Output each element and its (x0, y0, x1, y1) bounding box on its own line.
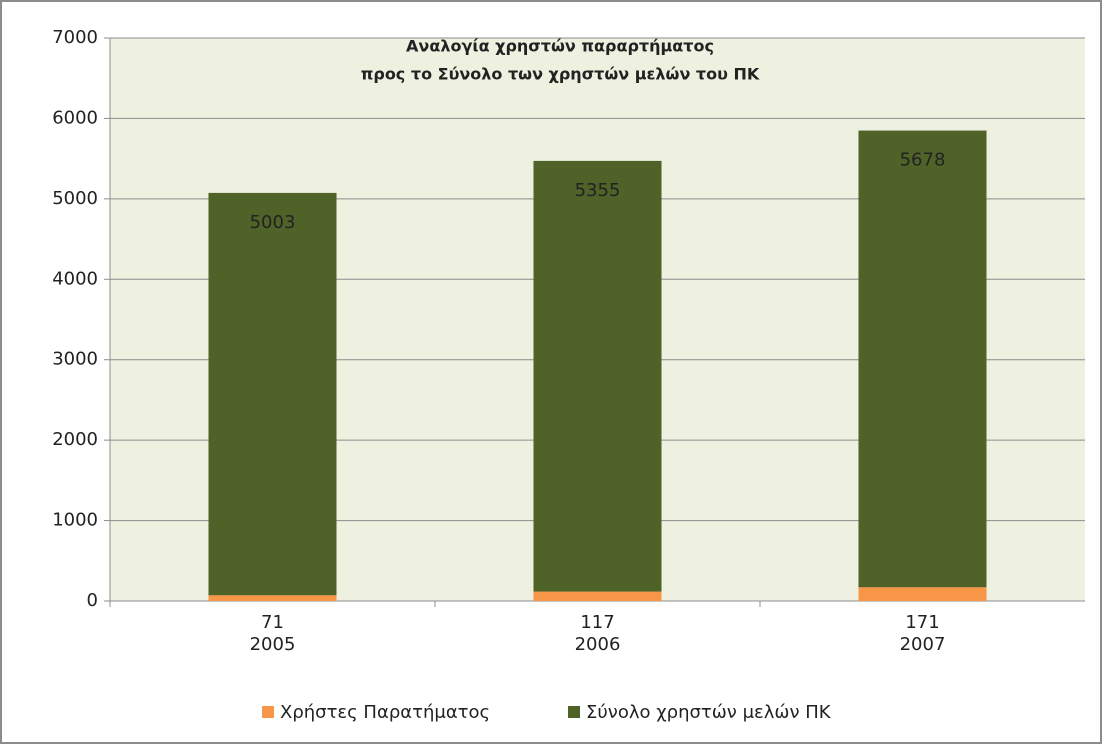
legend-swatch (262, 706, 274, 718)
y-tick-label: 3000 (52, 349, 98, 370)
legend-label: Σύνολο χρηστών μελών ΠΚ (586, 702, 832, 723)
y-tick-label: 2000 (52, 429, 98, 450)
y-tick-label: 0 (87, 590, 98, 611)
y-tick-label: 6000 (52, 107, 98, 128)
x-tick-label: 2006 (575, 634, 621, 655)
y-tick-label: 5000 (52, 188, 98, 209)
legend-swatch (568, 706, 580, 718)
bar-segment (533, 591, 662, 601)
x-tick-label: 2005 (250, 634, 296, 655)
data-label: 171 (905, 612, 939, 633)
bar-segment (208, 595, 337, 601)
chart-title: προς το Σύνολο των χρηστών μελών του ΠΚ (361, 65, 760, 84)
legend-label: Χρήστες Παρατήματος (280, 702, 490, 723)
bar-segment (533, 160, 662, 592)
chart-title: Αναλογία χρηστών παραρτήματος (406, 37, 714, 56)
data-label: 5678 (900, 150, 946, 171)
x-tick-label: 2007 (900, 634, 946, 655)
y-tick-label: 4000 (52, 268, 98, 289)
bar-segment (858, 587, 987, 601)
y-tick-label: 1000 (52, 510, 98, 531)
data-label: 71 (261, 612, 284, 633)
data-label: 5003 (250, 212, 296, 233)
bar-segment (858, 130, 987, 588)
bar-segment (208, 192, 337, 596)
data-label: 117 (580, 612, 614, 633)
data-label: 5355 (575, 180, 621, 201)
y-tick-label: 7000 (52, 27, 98, 48)
